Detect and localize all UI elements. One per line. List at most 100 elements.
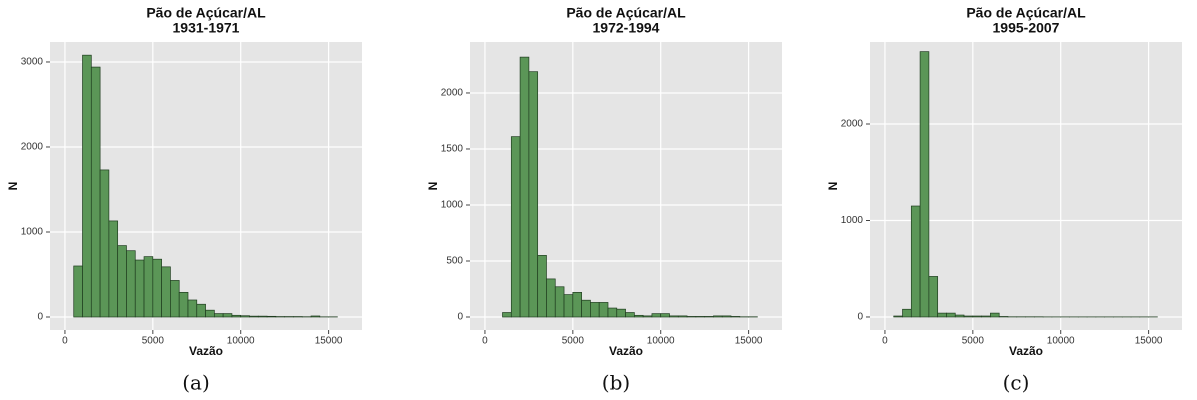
- bar: [546, 278, 556, 318]
- x-tick-label: 10000: [647, 336, 675, 347]
- x-tick-label: 5000: [962, 336, 985, 347]
- bar: [554, 286, 565, 318]
- bar: [519, 56, 530, 318]
- y-tick-label: 3000: [21, 57, 44, 68]
- bar: [257, 315, 268, 318]
- bar: [213, 313, 224, 318]
- bar: [572, 292, 582, 318]
- bar: [937, 312, 947, 318]
- bar: [642, 315, 653, 318]
- bar: [196, 303, 206, 318]
- y-tick-label: 0: [37, 312, 43, 323]
- bar: [143, 256, 154, 318]
- y-tick-label: 2000: [21, 142, 44, 153]
- bar: [972, 315, 982, 318]
- y-tick-label: 1000: [21, 227, 44, 238]
- caption: (b): [602, 371, 630, 395]
- chart-title: Pão de Açúcar/AL: [566, 5, 686, 21]
- bar: [633, 314, 644, 318]
- bar: [893, 315, 903, 318]
- bar: [651, 313, 662, 318]
- x-tick-label: 15000: [1135, 336, 1163, 347]
- x-tick-label: 5000: [142, 336, 165, 347]
- bar: [152, 258, 162, 318]
- y-tick-label: 2000: [841, 119, 864, 130]
- bar: [82, 54, 92, 318]
- bar: [73, 265, 83, 318]
- bar: [563, 294, 574, 318]
- bar: [669, 315, 679, 318]
- bar: [231, 314, 242, 318]
- chart-subtitle: 1931-1971: [173, 20, 240, 36]
- bar: [134, 259, 145, 318]
- x-axis-label: Vazão: [189, 344, 223, 358]
- x-axis-label: Vazão: [1009, 344, 1043, 358]
- bar: [660, 313, 670, 318]
- bar: [266, 315, 277, 318]
- bar: [695, 316, 706, 318]
- chart-title: Pão de Açúcar/AL: [146, 5, 266, 21]
- caption: (c): [1003, 371, 1030, 395]
- x-tick-label: 15000: [315, 336, 343, 347]
- y-axis-label: N: [826, 182, 840, 191]
- bar: [126, 250, 136, 318]
- x-tick-label: 0: [882, 336, 888, 347]
- bar: [178, 291, 189, 318]
- y-tick-label: 0: [857, 312, 863, 323]
- chart-subtitle: 1995-2007: [993, 20, 1060, 36]
- bar: [713, 315, 723, 318]
- bar: [990, 312, 1000, 318]
- x-tick-label: 15000: [735, 336, 763, 347]
- y-tick-label: 500: [446, 256, 463, 267]
- bar: [222, 313, 233, 318]
- bar: [240, 315, 250, 318]
- bar: [502, 312, 512, 318]
- bar: [510, 136, 521, 318]
- bar: [686, 316, 697, 318]
- bar: [607, 307, 618, 318]
- bar: [721, 315, 732, 318]
- y-tick-label: 1000: [441, 200, 464, 211]
- bar: [310, 315, 321, 318]
- bar: [928, 276, 939, 318]
- x-tick-label: 10000: [227, 336, 255, 347]
- y-tick-label: 1500: [441, 144, 464, 155]
- bar: [616, 308, 626, 318]
- bar: [108, 220, 119, 318]
- bar: [625, 312, 635, 318]
- bar: [117, 245, 127, 318]
- y-tick-label: 2000: [441, 88, 464, 99]
- bar: [919, 51, 930, 318]
- y-tick-label: 1000: [841, 215, 864, 226]
- bar: [99, 169, 110, 318]
- x-tick-label: 10000: [1047, 336, 1075, 347]
- bar: [537, 255, 547, 318]
- bar: [730, 316, 741, 318]
- y-axis-label: N: [426, 182, 440, 191]
- x-axis-label: Vazão: [609, 344, 643, 358]
- bar: [528, 71, 539, 318]
- bar: [902, 308, 912, 318]
- y-axis-label: N: [6, 182, 20, 191]
- bar: [170, 280, 180, 318]
- bar: [187, 299, 198, 318]
- x-tick-label: 5000: [562, 336, 585, 347]
- bar: [910, 205, 921, 318]
- bar: [90, 66, 101, 318]
- bar: [963, 315, 974, 318]
- bar: [677, 315, 688, 318]
- bar: [704, 316, 714, 318]
- chart-subtitle: 1972-1994: [593, 20, 660, 36]
- bar: [946, 312, 956, 318]
- chart-title: Pão de Açúcar/AL: [966, 5, 1086, 21]
- x-tick-label: 0: [62, 336, 68, 347]
- bar: [590, 302, 600, 318]
- bar: [205, 309, 215, 318]
- bar: [954, 314, 965, 318]
- bar: [598, 302, 609, 318]
- y-tick-label: 0: [457, 312, 463, 323]
- bar: [981, 315, 991, 318]
- bar: [161, 266, 171, 318]
- bar: [249, 315, 259, 318]
